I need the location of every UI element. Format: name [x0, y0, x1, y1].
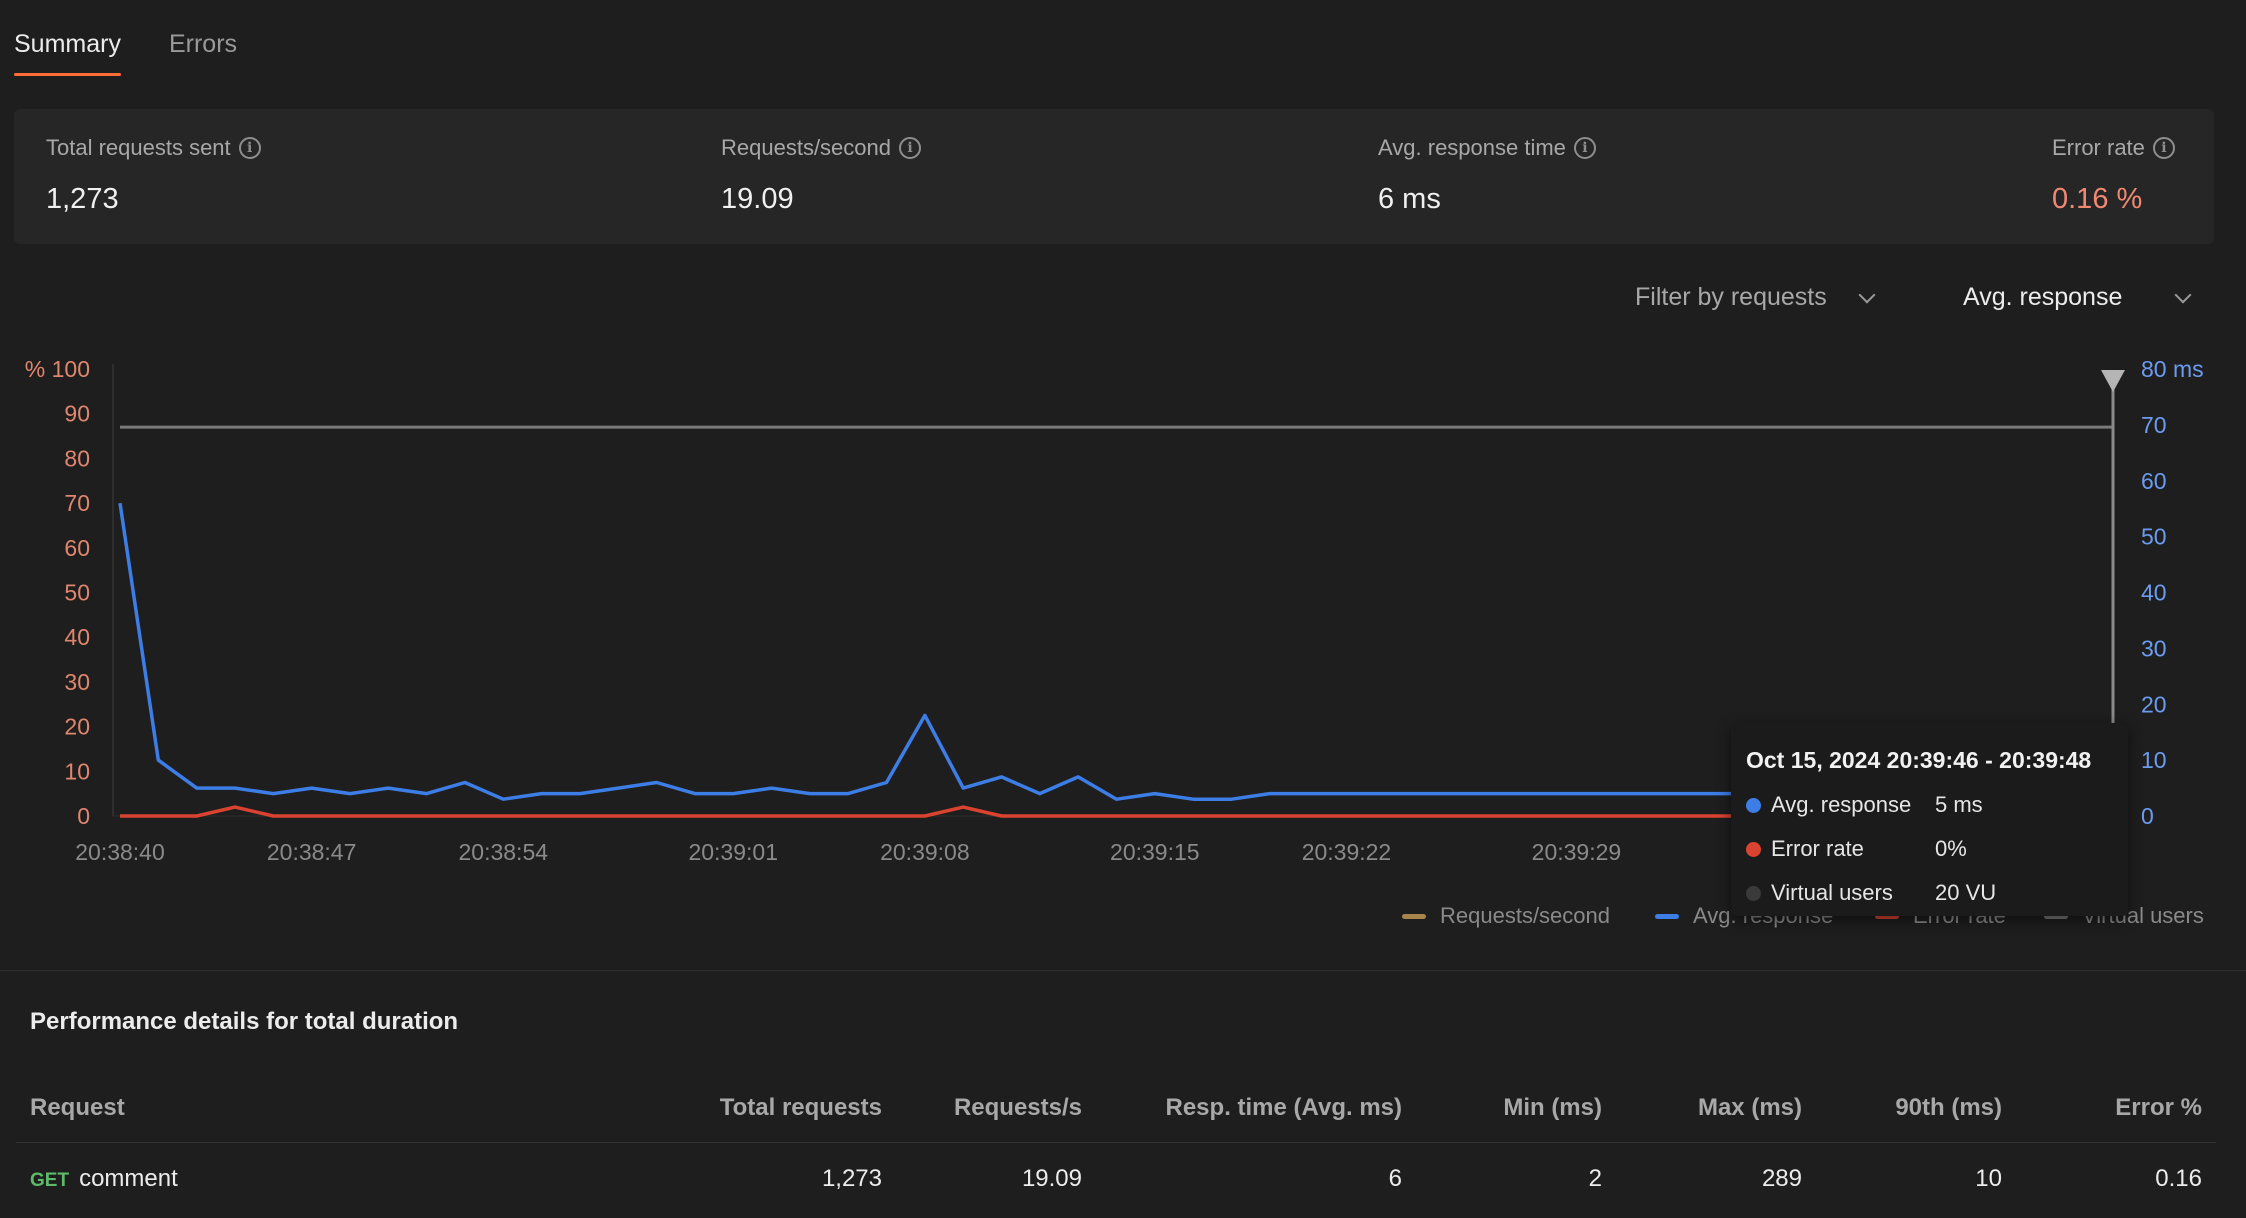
legend-label: Requests/second — [1440, 903, 1610, 928]
x-tick-label: 20:38:54 — [459, 839, 549, 865]
y-left-tick-label: 40 — [64, 624, 90, 650]
legend-swatch — [1655, 913, 1679, 919]
y-left-tick-label: 50 — [64, 580, 90, 606]
tab-summary[interactable]: Summary — [14, 0, 121, 78]
info-icon[interactable]: i — [1573, 137, 1596, 159]
dropdown-label: Avg. response — [1963, 283, 2123, 311]
x-tick-label: 20:39:01 — [688, 839, 778, 865]
requests-per-second-cell: 19.09 — [1021, 1165, 1082, 1193]
error-percent-cell: 0.16 — [2155, 1165, 2202, 1193]
min-cell: 2 — [1588, 1165, 1602, 1193]
y-right-tick-label: 70 — [2141, 412, 2167, 438]
y-left-tick-label: % 100 — [25, 356, 90, 382]
column-header: Min (ms) — [1402, 1085, 1602, 1143]
y-right-tick-label: 40 — [2141, 580, 2167, 606]
x-tick-label: 20:39:08 — [880, 839, 970, 865]
stat-value: 0.16 % — [2052, 183, 2143, 215]
tooltip-row-avg-response: Avg. response 5 ms — [1746, 792, 2128, 818]
legend-swatch — [2044, 913, 2068, 919]
y-left-tick-label: 30 — [64, 669, 90, 695]
tooltip-row-virtual-users: Virtual users 20 VU — [1746, 880, 2128, 906]
column-header: Resp. time (Avg. ms) — [1082, 1085, 1402, 1143]
table-header-row: Request Total requests Requests/s Resp. … — [16, 1085, 2216, 1143]
tooltip-row-name: Virtual users — [1771, 880, 1893, 905]
y-left-tick-label: 80 — [64, 445, 90, 471]
stat-label: Total requests sent — [46, 135, 231, 160]
y-left-tick-label: 90 — [64, 401, 90, 427]
red-dot-icon — [1746, 841, 1761, 857]
stat-label: Error rate — [2052, 135, 2145, 160]
performance-section-title: Performance details for total duration — [30, 1008, 459, 1035]
stat-value: 1,273 — [46, 183, 119, 215]
stat-label: Avg. response time — [1378, 135, 1566, 160]
y-right-tick-label: 60 — [2141, 468, 2167, 494]
avg-response-cell: 6 — [1388, 1165, 1402, 1193]
legend-swatch — [1875, 913, 1899, 919]
y-left-tick-label: 20 — [64, 714, 90, 740]
stat-label: Requests/second — [721, 135, 891, 160]
stat-requests-per-second: Requests/second i 19.09 — [721, 135, 921, 216]
legend-swatch — [1402, 913, 1426, 919]
tab-bar: Summary Errors — [14, 0, 285, 78]
blue-dot-icon — [1746, 797, 1761, 813]
time-range-handle-icon[interactable] — [2101, 370, 2125, 392]
stat-avg-response-time: Avg. response time i 6 ms — [1378, 135, 1596, 216]
tooltip-row-error-rate: Error rate 0% — [1746, 836, 2128, 862]
y-right-tick-label: 50 — [2141, 524, 2167, 550]
chevron-down-icon — [1858, 286, 1876, 303]
y-left-tick-label: 10 — [64, 758, 90, 784]
column-header: Request — [16, 1085, 536, 1143]
table-row[interactable]: GET comment 1,273 19.09 6 2 289 10 0.16 — [16, 1142, 2216, 1216]
metric-dropdown[interactable]: Avg. response — [1963, 283, 2192, 312]
chart-tooltip: Oct 15, 2024 20:39:46 - 20:39:48 Avg. re… — [1731, 723, 2128, 916]
y-right-tick-label: 0 — [2141, 803, 2154, 829]
x-tick-label: 20:39:15 — [1110, 839, 1200, 865]
tooltip-row-name: Error rate — [1771, 836, 1864, 861]
y-right-tick-label: 10 — [2141, 747, 2167, 773]
section-divider — [0, 970, 2246, 971]
max-cell: 289 — [1761, 1165, 1802, 1193]
info-icon[interactable]: i — [899, 137, 921, 159]
tooltip-row-value: 5 ms — [1935, 792, 1983, 817]
performance-table: Request Total requests Requests/s Resp. … — [16, 1085, 2216, 1216]
total-requests-cell: 1,273 — [821, 1165, 882, 1193]
x-tick-label: 20:39:29 — [1532, 839, 1622, 865]
legend-requests-per-second[interactable]: Requests/second — [1402, 901, 1610, 931]
info-icon[interactable]: i — [2152, 137, 2175, 159]
stat-total-requests: Total requests sent i 1,273 — [46, 135, 261, 216]
info-icon[interactable]: i — [238, 137, 261, 159]
y-right-tick-label: 20 — [2141, 691, 2167, 717]
tooltip-title: Oct 15, 2024 20:39:46 - 20:39:48 — [1746, 747, 2092, 773]
http-method-badge: GET — [30, 1170, 70, 1192]
filter-requests-dropdown[interactable]: Filter by requests — [1635, 283, 1876, 312]
x-tick-label: 20:38:47 — [267, 839, 357, 865]
request-name: comment — [79, 1165, 178, 1193]
tooltip-row-value: 0% — [1935, 836, 1967, 861]
y-right-tick-label: 80 ms — [2141, 356, 2204, 382]
y-right-tick-label: 30 — [2141, 635, 2167, 661]
tab-errors[interactable]: Errors — [168, 30, 238, 58]
column-header: Max (ms) — [1602, 1085, 1802, 1143]
tooltip-row-value: 20 VU — [1935, 880, 1997, 905]
column-header: Total requests — [536, 1085, 882, 1143]
column-header: Requests/s — [882, 1085, 1082, 1143]
stat-value: 6 ms — [1378, 183, 1441, 215]
column-header: 90th (ms) — [1802, 1085, 2002, 1143]
y-left-tick-label: 60 — [64, 535, 90, 561]
summary-stats-panel: Total requests sent i 1,273 Requests/seco… — [14, 109, 2214, 244]
x-tick-label: 20:38:40 — [75, 839, 165, 865]
column-header: Error % — [2002, 1085, 2216, 1143]
p90-cell: 10 — [1975, 1165, 2002, 1193]
stat-error-rate: Error rate i 0.16 % — [2052, 135, 2175, 216]
chevron-down-icon — [2174, 286, 2192, 303]
request-cell[interactable]: GET comment — [16, 1142, 536, 1216]
tooltip-row-name: Avg. response — [1771, 792, 1912, 817]
gray-dot-icon — [1746, 885, 1761, 901]
y-left-tick-label: 0 — [77, 803, 90, 829]
x-tick-label: 20:39:22 — [1302, 839, 1392, 865]
y-left-tick-label: 70 — [64, 490, 90, 516]
dropdown-label: Filter by requests — [1635, 283, 1827, 311]
stat-value: 19.09 — [721, 183, 794, 215]
